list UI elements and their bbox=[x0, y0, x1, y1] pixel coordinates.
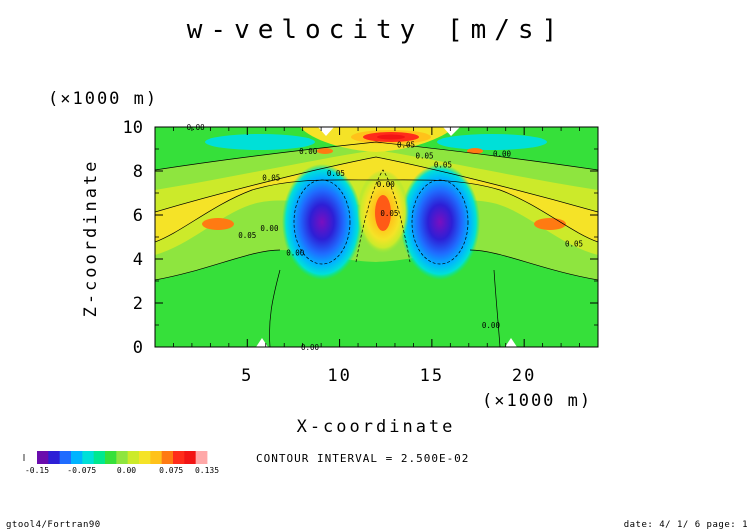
colorbar-swatch bbox=[71, 451, 83, 464]
y-tick-label: 10 bbox=[123, 118, 143, 138]
colorbar-tick-label: 0.075 bbox=[159, 466, 183, 475]
y-axis-unit: (×1000 m) bbox=[48, 89, 158, 109]
contour-label: 0.05 bbox=[262, 174, 280, 183]
x-axis-unit: (×1000 m) bbox=[482, 391, 592, 411]
contour-interval: CONTOUR INTERVAL = 2.500E-02 bbox=[256, 452, 469, 465]
colorbar-swatch bbox=[161, 451, 174, 464]
colorbar-tick-label: -0.075 bbox=[67, 466, 96, 475]
x-tick-label: 15 bbox=[420, 366, 444, 386]
contour-label: 0.05 bbox=[415, 152, 433, 161]
y-tick-label: 4 bbox=[133, 250, 143, 270]
colorbar-tick-label: 0.135 bbox=[195, 466, 219, 475]
colorbar-swatch bbox=[48, 451, 61, 464]
contour-label: 0.00 bbox=[377, 180, 396, 189]
contour-lines bbox=[155, 141, 598, 347]
footer-left: gtool4/Fortran90 bbox=[6, 520, 101, 530]
contour-label: 0.05 bbox=[380, 209, 398, 218]
contour-label: 0.00 bbox=[260, 224, 279, 233]
contour-label: 0.00 bbox=[493, 149, 512, 158]
contour-label: 0.05 bbox=[327, 169, 345, 178]
contour-label: 0.05 bbox=[238, 231, 256, 240]
colorbar-swatch bbox=[116, 451, 129, 464]
plot-notch bbox=[256, 338, 268, 347]
x-axis-ticks: 5 10 15 20 bbox=[173, 127, 580, 386]
colorbar-swatch bbox=[37, 451, 49, 464]
y-axis-ticks: 0 2 4 6 8 10 bbox=[123, 118, 598, 358]
contour-label: 0.00 bbox=[299, 147, 318, 156]
contour-fill bbox=[155, 127, 598, 347]
x-tick-label: 20 bbox=[512, 366, 536, 386]
y-axis-label: Z-coordinate bbox=[81, 159, 101, 318]
y-tick-label: 2 bbox=[133, 294, 143, 314]
colorbar-swatch bbox=[127, 451, 140, 464]
colorbar-swatch bbox=[195, 451, 208, 464]
plot-notch bbox=[318, 127, 334, 136]
contour-label: 0.05 bbox=[565, 240, 583, 249]
x-axis-label: X-coordinate bbox=[297, 417, 456, 437]
colorbar-tick-label: -0.15 bbox=[25, 466, 49, 475]
y-tick-label: 6 bbox=[133, 206, 143, 226]
colorbar-swatch bbox=[139, 451, 151, 464]
colorbar-swatch bbox=[173, 451, 185, 464]
colorbar-tick-label: 0.00 bbox=[117, 466, 136, 475]
colorbar-swatch bbox=[82, 451, 95, 464]
contour-label: 0.00 bbox=[286, 248, 305, 257]
chart-title: w-velocity [m/s] bbox=[187, 15, 565, 45]
contour-label: 0.05 bbox=[434, 160, 452, 169]
plot-notch bbox=[505, 338, 517, 347]
colorbar-swatch bbox=[184, 451, 197, 464]
colorbar-swatch bbox=[93, 451, 106, 464]
footer-right: date: 4/ 1/ 6 page: 1 bbox=[624, 520, 748, 530]
colorbar-swatch bbox=[59, 451, 72, 464]
contour-label: 0.05 bbox=[397, 141, 415, 150]
x-tick-label: 10 bbox=[327, 366, 351, 386]
y-tick-label: 0 bbox=[133, 338, 143, 358]
plot-notch bbox=[443, 127, 460, 136]
colorbar-swatch bbox=[150, 451, 163, 464]
contour-label: 0.00 bbox=[482, 321, 501, 330]
x-tick-label: 5 bbox=[241, 366, 253, 386]
colorbar-swatch bbox=[105, 451, 117, 464]
y-tick-label: 8 bbox=[133, 162, 143, 182]
colorbar: -0.15 -0.075 0.00 0.075 0.135 bbox=[23, 451, 219, 475]
